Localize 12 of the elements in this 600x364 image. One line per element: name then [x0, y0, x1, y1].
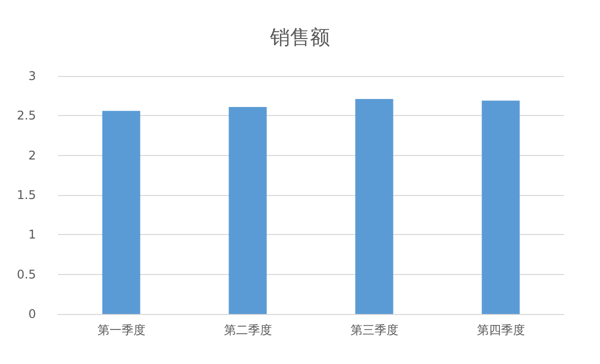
- chart-title: 销售额: [269, 25, 330, 49]
- x-tick-label: 第三季度: [350, 323, 398, 337]
- x-tick-label: 第一季度: [97, 323, 146, 337]
- y-tick-label: 2.5: [16, 108, 36, 123]
- x-tick-label: 第二季度: [224, 323, 272, 337]
- y-tick-label: 1: [28, 228, 36, 242]
- y-tick-label: 0.5: [16, 267, 36, 282]
- y-tick-label: 3: [28, 69, 36, 83]
- y-tick-label: 2: [28, 148, 36, 162]
- x-tick-label: 第四季度: [476, 323, 525, 337]
- y-tick-label: 0: [28, 307, 36, 321]
- y-tick-label: 1.5: [16, 188, 36, 202]
